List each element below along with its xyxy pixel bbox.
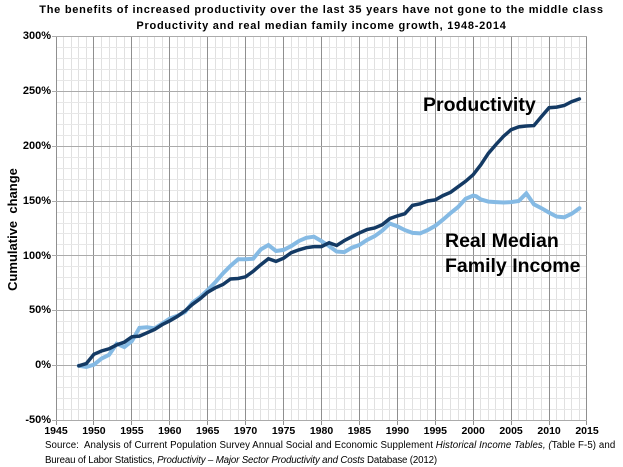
svg-text:Cumulative change: Cumulative change	[5, 168, 20, 291]
